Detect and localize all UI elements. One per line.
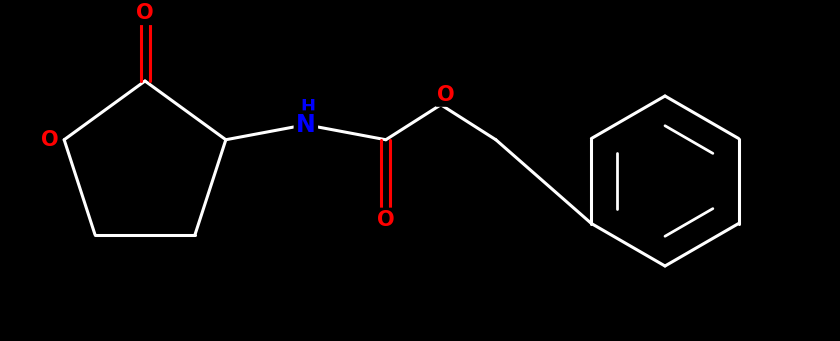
Text: O: O [437, 85, 454, 105]
Text: O: O [136, 3, 154, 23]
Text: N: N [296, 113, 316, 137]
Text: H: H [301, 98, 315, 116]
Text: O: O [377, 210, 395, 230]
Text: O: O [41, 130, 59, 150]
